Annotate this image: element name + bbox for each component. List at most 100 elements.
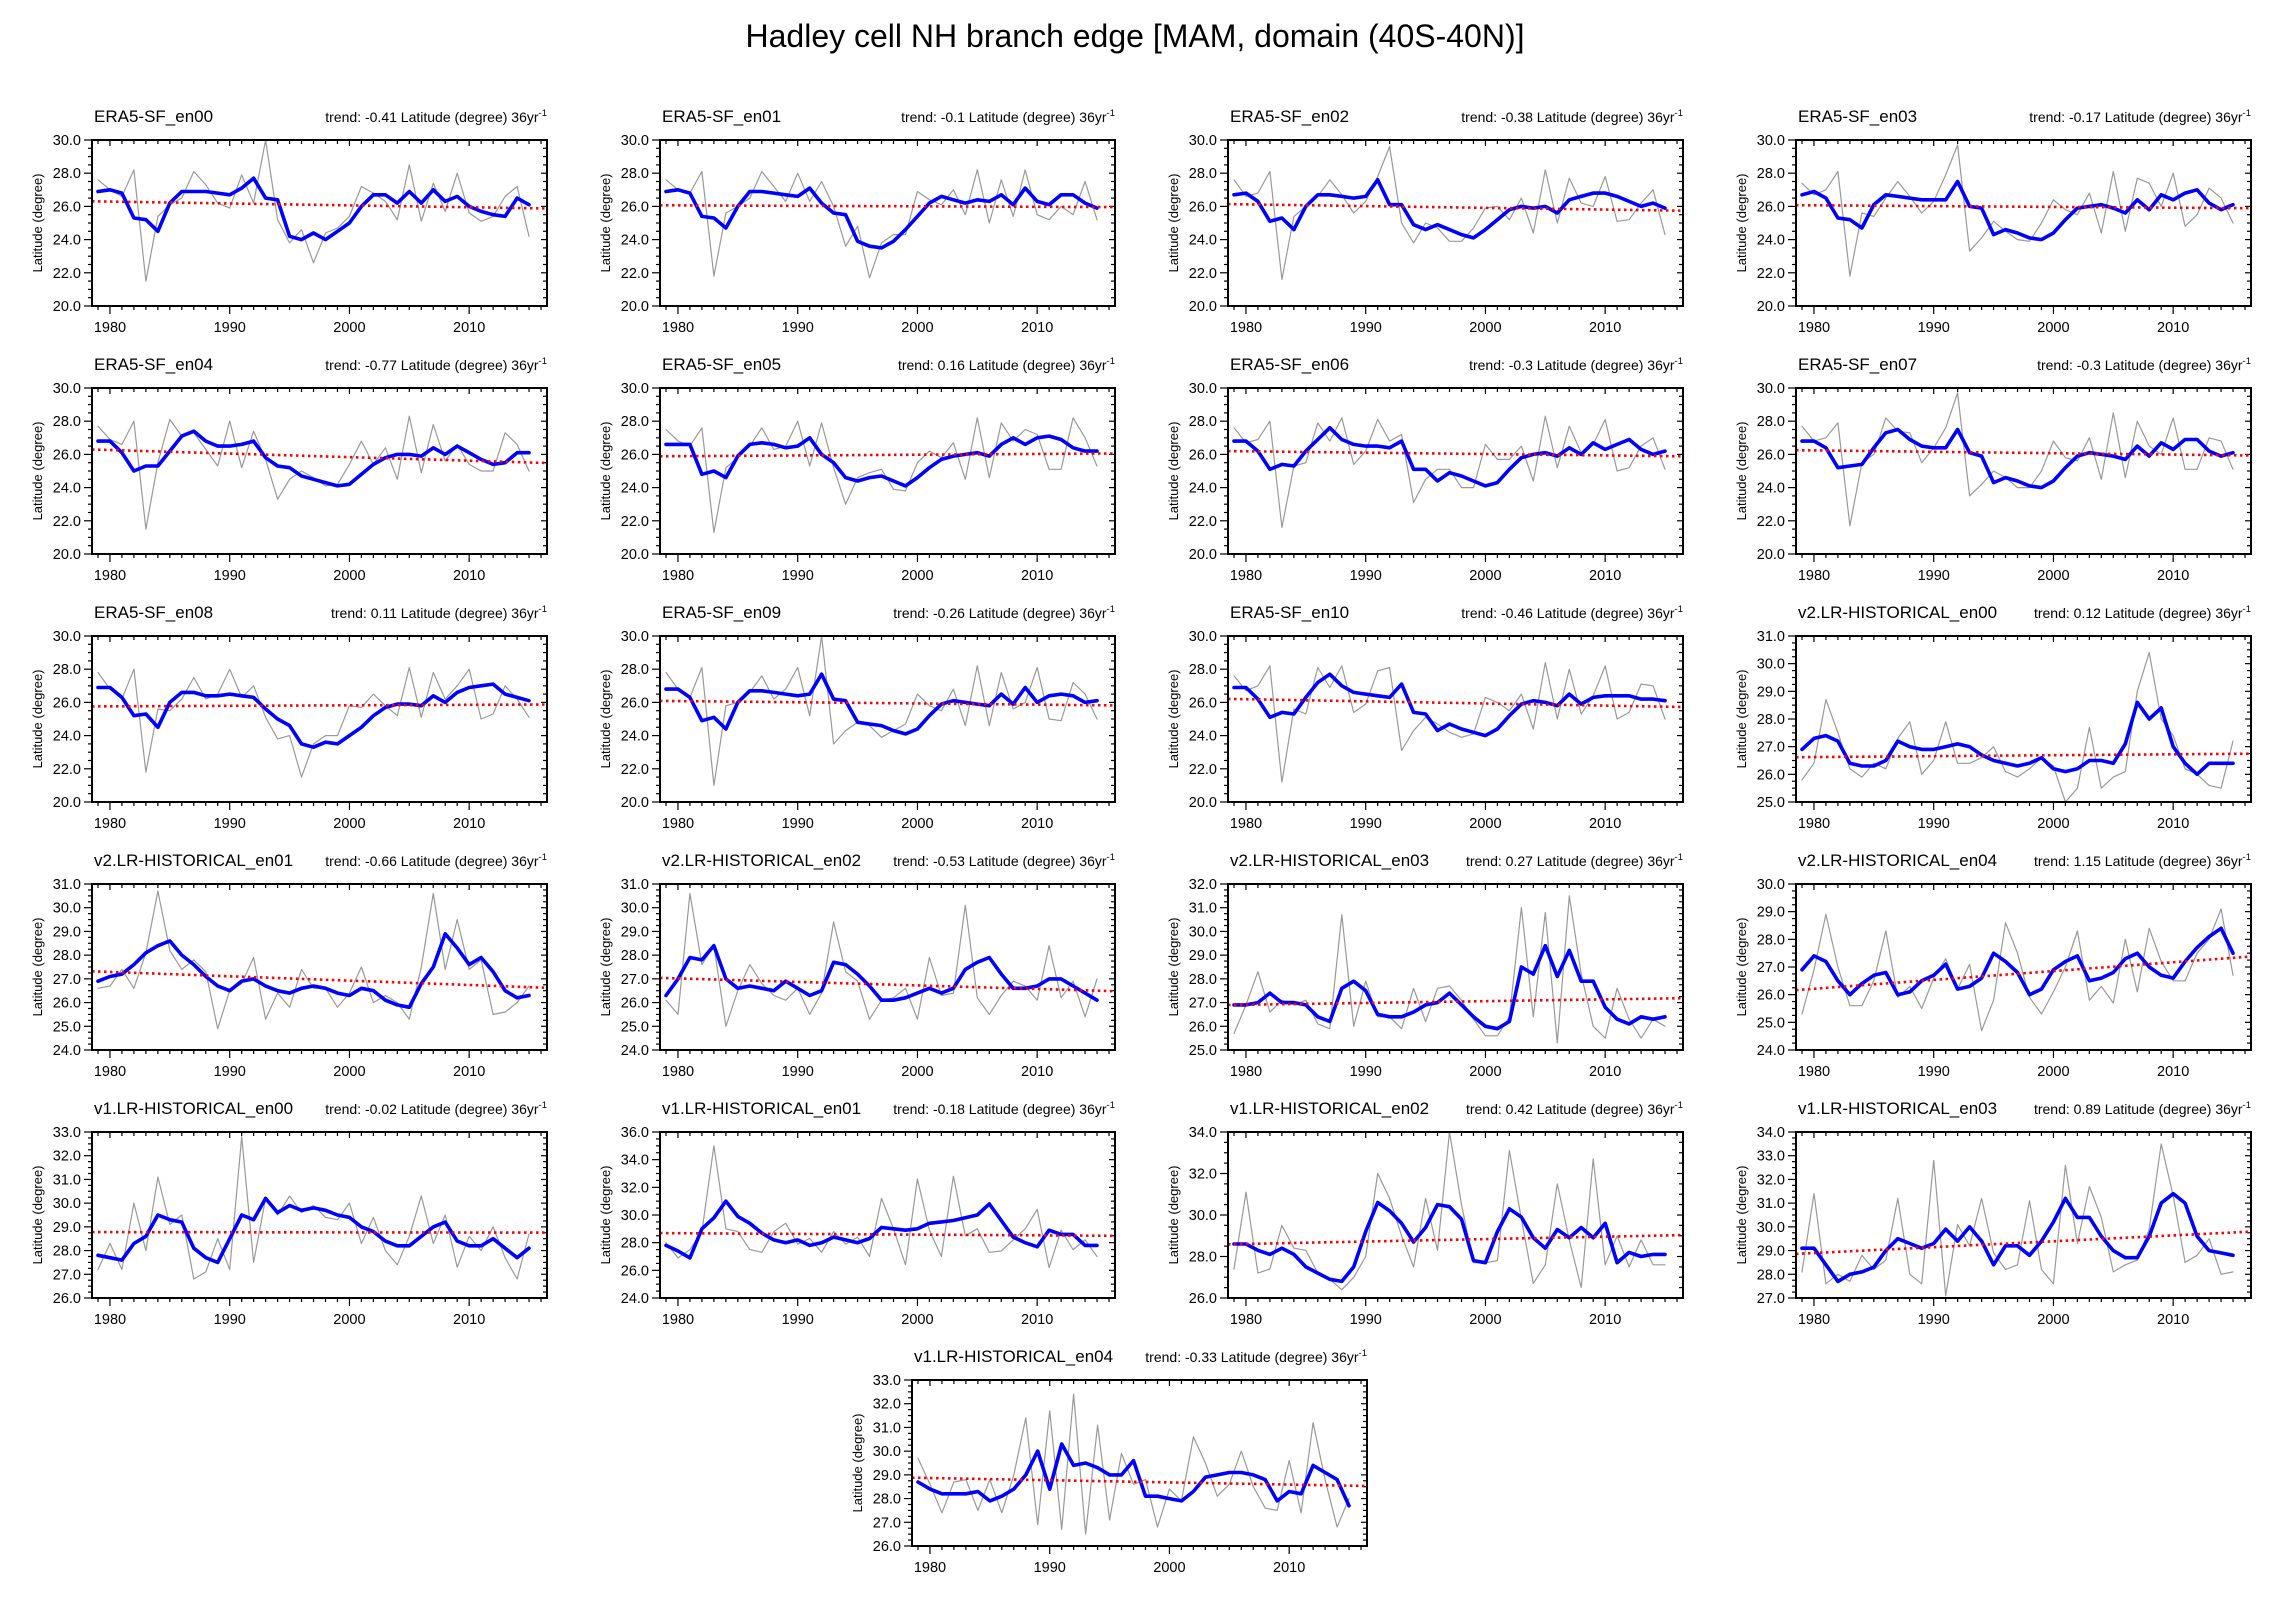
svg-text:28.0: 28.0 bbox=[1757, 932, 1785, 948]
svg-text:28.0: 28.0 bbox=[53, 166, 81, 182]
svg-text:31.0: 31.0 bbox=[1757, 1196, 1785, 1212]
svg-text:v1.LR-HISTORICAL_en00: v1.LR-HISTORICAL_en00 bbox=[94, 1099, 293, 1118]
svg-text:20.0: 20.0 bbox=[621, 299, 649, 315]
svg-text:trend: -0.02 Latitude (degree): trend: -0.02 Latitude (degree) 36yr-1 bbox=[325, 1100, 547, 1117]
svg-text:27.0: 27.0 bbox=[53, 1267, 81, 1283]
svg-text:trend: -0.66 Latitude (degree): trend: -0.66 Latitude (degree) 36yr-1 bbox=[325, 852, 547, 869]
svg-text:trend: -0.3 Latitude (degree): trend: -0.3 Latitude (degree) 36yr-1 bbox=[2037, 356, 2251, 373]
svg-text:2010: 2010 bbox=[1589, 1312, 1621, 1328]
svg-text:26.0: 26.0 bbox=[1189, 1019, 1217, 1035]
svg-text:1980: 1980 bbox=[1798, 1064, 1830, 1080]
svg-text:1990: 1990 bbox=[214, 320, 246, 336]
svg-text:24.0: 24.0 bbox=[53, 1043, 81, 1059]
svg-text:2010: 2010 bbox=[453, 568, 485, 584]
svg-text:v2.LR-HISTORICAL_en00: v2.LR-HISTORICAL_en00 bbox=[1798, 603, 1997, 622]
svg-text:2010: 2010 bbox=[453, 320, 485, 336]
svg-text:1980: 1980 bbox=[914, 1560, 946, 1576]
chart-svg-ERA5-SF_en10: 1980 1990 2000 2010 20.0 22.0 24.0 26.0 28.0 30.0… bbox=[1166, 603, 1684, 832]
svg-text:26.0: 26.0 bbox=[1189, 199, 1217, 215]
svg-text:28.0: 28.0 bbox=[621, 948, 649, 964]
svg-text:24.0: 24.0 bbox=[621, 729, 649, 745]
svg-text:1990: 1990 bbox=[214, 1312, 246, 1328]
chart-panel-v1.LR-HISTORICAL_en00: 1980 1990 2000 2010 26.0 27.0 28.0 29.0 30.0 31.0… bbox=[28, 1092, 588, 1332]
svg-text:24.0: 24.0 bbox=[621, 1291, 649, 1307]
svg-text:30.0: 30.0 bbox=[621, 381, 649, 397]
chart-panel-v1.LR-HISTORICAL_en03: 1980 1990 2000 2010 27.0 28.0 29.0 30.0 31.0 32.0… bbox=[1732, 1092, 2270, 1332]
svg-text:Latitude (degree): Latitude (degree) bbox=[1166, 173, 1181, 272]
svg-text:1990: 1990 bbox=[782, 1064, 814, 1080]
svg-text:30.0: 30.0 bbox=[1189, 381, 1217, 397]
chart-panel-v2.LR-HISTORICAL_en04: 1980 1990 2000 2010 24.0 25.0 26.0 27.0 28.0 29.0… bbox=[1732, 844, 2270, 1084]
svg-text:1980: 1980 bbox=[94, 1064, 126, 1080]
svg-text:36.0: 36.0 bbox=[621, 1125, 649, 1141]
svg-text:33.0: 33.0 bbox=[53, 1125, 81, 1141]
svg-text:29.0: 29.0 bbox=[53, 924, 81, 940]
svg-text:25.0: 25.0 bbox=[53, 1019, 81, 1035]
svg-text:30.0: 30.0 bbox=[1189, 1208, 1217, 1224]
svg-text:2000: 2000 bbox=[2037, 1312, 2069, 1328]
svg-text:31.0: 31.0 bbox=[53, 1172, 81, 1188]
svg-text:trend: -0.18 Latitude (degree): trend: -0.18 Latitude (degree) 36yr-1 bbox=[893, 1100, 1115, 1117]
svg-text:ERA5-SF_en09: ERA5-SF_en09 bbox=[662, 603, 781, 622]
svg-text:28.0: 28.0 bbox=[1189, 1250, 1217, 1266]
svg-text:2010: 2010 bbox=[1589, 568, 1621, 584]
svg-text:30.0: 30.0 bbox=[1757, 1220, 1785, 1236]
chart-panel-ERA5-SF_en08: 1980 1990 2000 2010 20.0 22.0 24.0 26.0 28.0 30.0… bbox=[28, 596, 588, 836]
chart-svg-ERA5-SF_en07: 1980 1990 2000 2010 20.0 22.0 24.0 26.0 28.0 30.0… bbox=[1734, 355, 2252, 584]
svg-text:v2.LR-HISTORICAL_en04: v2.LR-HISTORICAL_en04 bbox=[1798, 851, 1997, 870]
svg-text:27.0: 27.0 bbox=[621, 972, 649, 988]
svg-text:33.0: 33.0 bbox=[873, 1373, 901, 1389]
svg-text:26.0: 26.0 bbox=[873, 1539, 901, 1555]
chart-panel-v1.LR-HISTORICAL_en01: 1980 1990 2000 2010 24.0 26.0 28.0 30.0 32.0 34.0… bbox=[596, 1092, 1156, 1332]
svg-text:Latitude (degree): Latitude (degree) bbox=[1166, 1165, 1181, 1264]
svg-text:1980: 1980 bbox=[662, 320, 694, 336]
chart-panel-ERA5-SF_en07: 1980 1990 2000 2010 20.0 22.0 24.0 26.0 28.0 30.0… bbox=[1732, 348, 2270, 588]
svg-text:29.0: 29.0 bbox=[53, 1220, 81, 1236]
svg-text:30.0: 30.0 bbox=[873, 1444, 901, 1460]
svg-text:2000: 2000 bbox=[901, 1312, 933, 1328]
chart-panel-v2.LR-HISTORICAL_en02: 1980 1990 2000 2010 24.0 25.0 26.0 27.0 28.0 29.0… bbox=[596, 844, 1156, 1084]
svg-text:28.0: 28.0 bbox=[53, 1244, 81, 1260]
chart-svg-ERA5-SF_en02: 1980 1990 2000 2010 20.0 22.0 24.0 26.0 28.0 30.0… bbox=[1166, 107, 1684, 336]
chart-panel-ERA5-SF_en02: 1980 1990 2000 2010 20.0 22.0 24.0 26.0 28.0 30.0… bbox=[1164, 100, 1724, 340]
svg-text:20.0: 20.0 bbox=[1189, 795, 1217, 811]
svg-text:2000: 2000 bbox=[2037, 320, 2069, 336]
svg-text:30.0: 30.0 bbox=[1189, 629, 1217, 645]
svg-text:26.0: 26.0 bbox=[53, 996, 81, 1012]
chart-svg-v2.LR-HISTORICAL_en02: 1980 1990 2000 2010 24.0 25.0 26.0 27.0 28.0 29.0… bbox=[598, 851, 1116, 1080]
svg-text:28.0: 28.0 bbox=[1757, 414, 1785, 430]
svg-text:ERA5-SF_en04: ERA5-SF_en04 bbox=[94, 355, 213, 374]
svg-text:2000: 2000 bbox=[333, 568, 365, 584]
chart-svg-ERA5-SF_en04: 1980 1990 2000 2010 20.0 22.0 24.0 26.0 28.0 30.0… bbox=[30, 355, 548, 584]
svg-text:Latitude (degree): Latitude (degree) bbox=[1166, 669, 1181, 768]
svg-text:2000: 2000 bbox=[1153, 1560, 1185, 1576]
svg-text:22.0: 22.0 bbox=[1757, 266, 1785, 282]
svg-text:v1.LR-HISTORICAL_en02: v1.LR-HISTORICAL_en02 bbox=[1230, 1099, 1429, 1118]
svg-text:30.0: 30.0 bbox=[1757, 877, 1785, 893]
svg-text:32.0: 32.0 bbox=[1757, 1172, 1785, 1188]
svg-text:20.0: 20.0 bbox=[1757, 299, 1785, 315]
svg-text:1990: 1990 bbox=[214, 568, 246, 584]
svg-text:1980: 1980 bbox=[662, 1064, 694, 1080]
chart-panel-ERA5-SF_en03: 1980 1990 2000 2010 20.0 22.0 24.0 26.0 28.0 30.0… bbox=[1732, 100, 2270, 340]
chart-panel-v2.LR-HISTORICAL_en01: 1980 1990 2000 2010 24.0 25.0 26.0 27.0 28.0 29.0… bbox=[28, 844, 588, 1084]
svg-text:Latitude (degree): Latitude (degree) bbox=[1734, 669, 1749, 768]
svg-text:30.0: 30.0 bbox=[621, 1208, 649, 1224]
svg-text:Latitude (degree): Latitude (degree) bbox=[598, 917, 613, 1016]
svg-text:28.0: 28.0 bbox=[1189, 662, 1217, 678]
svg-text:20.0: 20.0 bbox=[1757, 547, 1785, 563]
chart-svg-ERA5-SF_en03: 1980 1990 2000 2010 20.0 22.0 24.0 26.0 28.0 30.0… bbox=[1734, 107, 2252, 336]
svg-text:2010: 2010 bbox=[453, 1064, 485, 1080]
svg-text:1990: 1990 bbox=[214, 816, 246, 832]
svg-text:2010: 2010 bbox=[1021, 1064, 1053, 1080]
svg-text:30.0: 30.0 bbox=[53, 901, 81, 917]
chart-svg-v2.LR-HISTORICAL_en01: 1980 1990 2000 2010 24.0 25.0 26.0 27.0 28.0 29.0… bbox=[30, 851, 548, 1080]
svg-text:22.0: 22.0 bbox=[53, 266, 81, 282]
svg-text:24.0: 24.0 bbox=[53, 481, 81, 497]
svg-text:29.0: 29.0 bbox=[1757, 684, 1785, 700]
svg-text:2000: 2000 bbox=[1469, 1312, 1501, 1328]
svg-text:trend: 0.42 Latitude (degree): trend: 0.42 Latitude (degree) 36yr-1 bbox=[1466, 1100, 1683, 1117]
svg-text:1990: 1990 bbox=[782, 816, 814, 832]
chart-panel-v2.LR-HISTORICAL_en03: 1980 1990 2000 2010 25.0 26.0 27.0 28.0 29.0 30.0… bbox=[1164, 844, 1724, 1084]
